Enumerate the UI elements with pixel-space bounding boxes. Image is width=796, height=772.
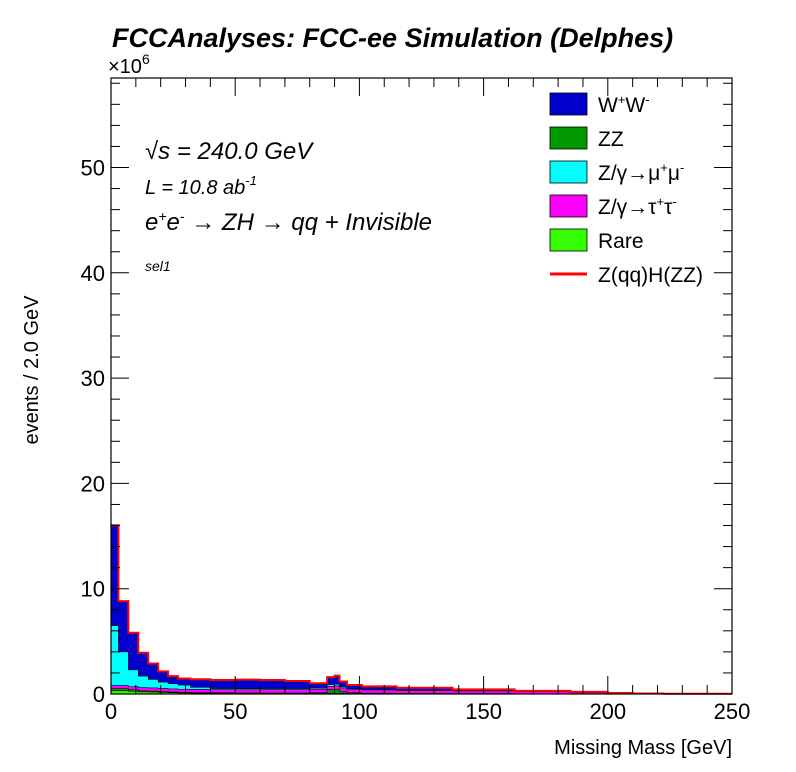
- legend-label: Z/γ→τ+τ-: [598, 194, 677, 219]
- luminosity-exp: -1: [245, 173, 257, 188]
- axes: 0 50 100 150 200 250 0 10 20 30 40 50: [81, 77, 751, 724]
- y-tick-label: 30: [81, 366, 105, 391]
- process-e1: e: [145, 209, 158, 236]
- y-tick-label: 20: [81, 471, 105, 496]
- process-rest: → ZH → qq + Invisible: [185, 209, 432, 236]
- y-tick-label: 10: [81, 577, 105, 602]
- legend-label: Rare: [598, 230, 644, 253]
- legend-item: Z/γ→μ+μ-: [549, 160, 684, 185]
- x-tick-label: 100: [341, 699, 378, 724]
- x-tick-label: 150: [465, 699, 502, 724]
- process-sup1: +: [158, 208, 166, 224]
- legend-swatch: [549, 126, 588, 150]
- signal-layer: [111, 524, 732, 695]
- legend: W+W- ZZ Z/γ→μ+μ- Z/γ→τ+τ- Rare Z(qq)H(ZZ): [549, 92, 703, 287]
- legend-label: Z(qq)H(ZZ): [598, 264, 703, 287]
- y-tick-label: 40: [81, 261, 105, 286]
- sqrt-s-text: s = 240.0 GeV: [158, 138, 314, 165]
- x-axis-label: Missing Mass [GeV]: [554, 737, 732, 759]
- plot-frame: [110, 77, 733, 695]
- x-tick-label: 0: [105, 699, 117, 724]
- legend-label: ZZ: [598, 128, 624, 151]
- legend-item: Z/γ→τ+τ-: [549, 194, 677, 219]
- y-tick-label: 0: [93, 682, 105, 707]
- y-tick-label: 50: [81, 156, 105, 181]
- sqrt-s-annotation: √s = 240.0 GeV: [145, 138, 314, 165]
- luminosity-annotation: L = 10.8 ab-1: [145, 173, 257, 199]
- legend-item: Rare: [549, 228, 644, 253]
- process-e2: e: [167, 209, 180, 236]
- process-sup2: -: [180, 208, 185, 224]
- legend-label: Z/γ→μ+μ-: [598, 160, 684, 185]
- sqrt-symbol: √: [145, 138, 159, 165]
- signal-line: [111, 524, 732, 695]
- process-annotation: e+e- → ZH → qq + Invisible: [145, 208, 432, 236]
- x-tick-label: 50: [223, 699, 247, 724]
- x-tick-label: 200: [589, 699, 626, 724]
- legend-item: ZZ: [549, 126, 624, 151]
- selection-annotation: sel1: [145, 258, 171, 274]
- legend-swatch: [549, 228, 588, 252]
- y-multiplier-base: ×10: [108, 56, 142, 78]
- x-tick-label: 250: [714, 699, 751, 724]
- legend-swatch: [549, 194, 588, 218]
- y-multiplier: ×106: [108, 51, 150, 78]
- legend-item: W+W-: [549, 92, 650, 117]
- legend-label: W+W-: [598, 92, 650, 117]
- annotations: √s = 240.0 GeV L = 10.8 ab-1 e+e- → ZH →…: [145, 138, 432, 274]
- y-multiplier-exp: 6: [142, 51, 150, 67]
- legend-swatch: [549, 160, 588, 184]
- chart-title: FCCAnalyses: FCC-ee Simulation (Delphes): [112, 23, 673, 53]
- legend-item: Z(qq)H(ZZ): [550, 264, 703, 287]
- legend-swatch: [549, 92, 588, 116]
- luminosity-text: L = 10.8 ab: [145, 177, 245, 199]
- y-axis-label: events / 2.0 GeV: [21, 295, 43, 445]
